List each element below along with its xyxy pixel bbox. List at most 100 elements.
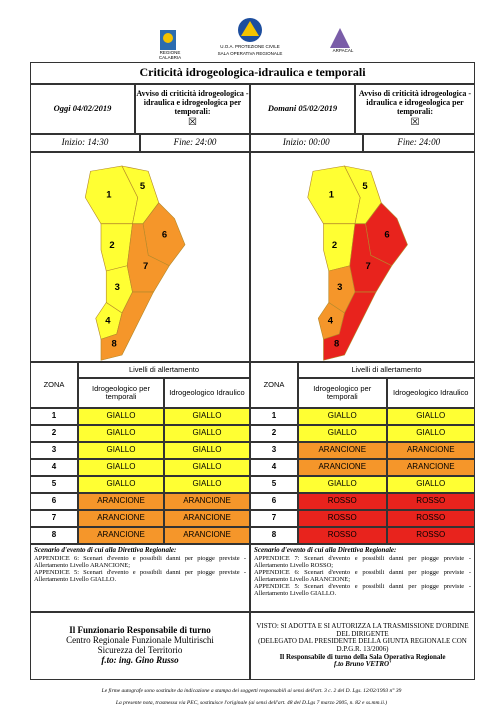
scenario-line: APPENDICE 7: Scenari d'evento e possibil… bbox=[254, 554, 471, 569]
level-cell: GIALLO bbox=[78, 408, 164, 425]
title: Criticità idrogeologica-idraulica e temp… bbox=[30, 62, 475, 84]
col2-header: Idrogeologico Idraulico bbox=[164, 378, 250, 408]
level-cell: GIALLO bbox=[164, 459, 250, 476]
scenario-line: APPENDICE 6: Scenari d'evento e possibil… bbox=[34, 554, 246, 569]
level-cell: ARANCIONE bbox=[164, 527, 250, 544]
footer-line: Il Responsabile di turno della Sala Oper… bbox=[279, 652, 446, 661]
zona-cell: 3 bbox=[250, 442, 298, 459]
zone-label: 8 bbox=[334, 339, 339, 350]
zona-header: ZONA bbox=[30, 362, 78, 408]
level-cell: GIALLO bbox=[386, 476, 475, 493]
zone-label: 6 bbox=[384, 229, 389, 240]
zone-label: 7 bbox=[143, 261, 148, 272]
date: Domani 05/02/2019 bbox=[250, 84, 355, 134]
logo-caption: SALA OPERATIVA REGIONALE bbox=[217, 51, 283, 56]
footer-line: Sicurezza del Territorio bbox=[97, 645, 183, 655]
region: 1 2 3 4 5 6 7 8 bbox=[84, 165, 186, 361]
zone-label: 7 bbox=[366, 261, 371, 272]
footer-line: Centro Regionale Funzionale Multirischi bbox=[66, 635, 214, 646]
zone-label: 4 bbox=[328, 316, 334, 327]
level-cell: ARANCIONE bbox=[386, 442, 475, 459]
map: 1 2 3 4 5 6 7 8 bbox=[307, 165, 408, 361]
avviso: Avviso di criticità idrogeologica - idra… bbox=[358, 89, 472, 116]
zona-cell: 4 bbox=[250, 459, 298, 476]
zone-label: 4 bbox=[105, 316, 111, 327]
level-cell: GIALLO bbox=[78, 476, 164, 493]
level-cell: ARANCIONE bbox=[78, 527, 164, 544]
scenario-title: Scenario d'evento di cui alla Direttiva … bbox=[34, 546, 177, 554]
zona-cell: 2 bbox=[250, 425, 298, 442]
note: La presente nota, trasmessa via PEC, sos… bbox=[115, 700, 388, 706]
zone-label: 1 bbox=[106, 190, 111, 201]
zone-area bbox=[100, 291, 155, 361]
region: 1 2 3 4 5 6 7 8 bbox=[307, 165, 408, 361]
level-cell: GIALLO bbox=[164, 408, 250, 425]
zone-label: 3 bbox=[115, 282, 120, 293]
level-cell: ARANCIONE bbox=[298, 459, 387, 476]
scenario-line: APPENDICE 5: Scenari d'evento e possibil… bbox=[34, 568, 246, 584]
fine: Fine: 24:00 bbox=[362, 134, 475, 152]
zone-label: 8 bbox=[112, 339, 117, 350]
zona-cell: 2 bbox=[30, 425, 78, 442]
zona-cell: 1 bbox=[250, 408, 298, 425]
zona-cell: 7 bbox=[30, 510, 78, 527]
zone-label: 5 bbox=[362, 181, 367, 192]
protezione-triangle bbox=[241, 21, 259, 36]
date: Oggi 04/02/2019 bbox=[30, 84, 135, 134]
logos bbox=[160, 18, 350, 50]
checkbox: ☒ bbox=[410, 116, 420, 128]
level-cell: ARANCIONE bbox=[164, 493, 250, 510]
col2-header: Idrogeologico Idraulico bbox=[386, 378, 475, 408]
level-cell: GIALLO bbox=[386, 408, 475, 425]
calabria-emblem bbox=[163, 33, 173, 43]
zone-label: 2 bbox=[332, 240, 337, 251]
footer-line: f.to Bruno VETRO' bbox=[334, 660, 391, 669]
logo-caption: ARPACAL bbox=[332, 48, 354, 53]
footer-line: VISTO: SI ADOTTA E SI AUTORIZZA LA TRASM… bbox=[256, 621, 469, 638]
zona-cell: 7 bbox=[250, 510, 298, 527]
zone-label: 1 bbox=[329, 190, 334, 201]
inizio: Inizio: 14:30 bbox=[30, 134, 140, 152]
level-cell: ROSSO bbox=[298, 527, 387, 544]
checkbox: ☒ bbox=[188, 116, 197, 128]
level-cell: ARANCIONE bbox=[298, 442, 387, 459]
zone-area bbox=[323, 291, 377, 361]
footer-left: Il Funzionario Responsabile di turno Cent… bbox=[30, 612, 250, 680]
map-cell bbox=[30, 152, 250, 362]
livelli-header: Livelli di allertamento bbox=[78, 362, 250, 378]
zone-label: 3 bbox=[337, 282, 342, 293]
zona-cell: 8 bbox=[250, 527, 298, 544]
level-cell: GIALLO bbox=[164, 442, 250, 459]
footer-right: VISTO: SI ADOTTA E SI AUTORIZZA LA TRASM… bbox=[250, 612, 475, 680]
zona-cell: 5 bbox=[30, 476, 78, 493]
level-cell: GIALLO bbox=[164, 476, 250, 493]
livelli-header: Livelli di allertamento bbox=[298, 362, 475, 378]
level-cell: GIALLO bbox=[78, 459, 164, 476]
level-cell: GIALLO bbox=[298, 408, 387, 425]
level-cell: ROSSO bbox=[298, 493, 387, 510]
level-cell: GIALLO bbox=[386, 425, 475, 442]
map-cell bbox=[250, 152, 475, 362]
level-cell: ARANCIONE bbox=[164, 510, 250, 527]
level-cell: ARANCIONE bbox=[386, 459, 475, 476]
zona-header: ZONA bbox=[250, 362, 298, 408]
level-cell: ROSSO bbox=[298, 510, 387, 527]
zone-label: 6 bbox=[162, 229, 167, 240]
fine: Fine: 24:00 bbox=[140, 134, 250, 152]
col1-header: Idrogeologico per temporali bbox=[298, 378, 387, 408]
avviso-box: Avviso di criticità idrogeologica - idra… bbox=[135, 84, 250, 134]
footer-line: f.to: ing. Gino Russo bbox=[101, 654, 179, 665]
level-cell: GIALLO bbox=[164, 425, 250, 442]
zona-cell: 4 bbox=[30, 459, 78, 476]
scenario-box: Scenario d'evento di cui alla Direttiva … bbox=[30, 544, 250, 612]
zona-cell: 6 bbox=[250, 493, 298, 510]
zona-cell: 5 bbox=[250, 476, 298, 493]
level-cell: ROSSO bbox=[386, 510, 475, 527]
scenario-line: APPENDICE 6: Scenari d'evento e possibil… bbox=[254, 568, 471, 584]
level-cell: GIALLO bbox=[298, 476, 387, 493]
avviso: Avviso di criticità idrogeologica - idra… bbox=[136, 89, 249, 116]
level-cell: GIALLO bbox=[78, 442, 164, 459]
zona-cell: 3 bbox=[30, 442, 78, 459]
level-cell: ARANCIONE bbox=[78, 510, 164, 527]
